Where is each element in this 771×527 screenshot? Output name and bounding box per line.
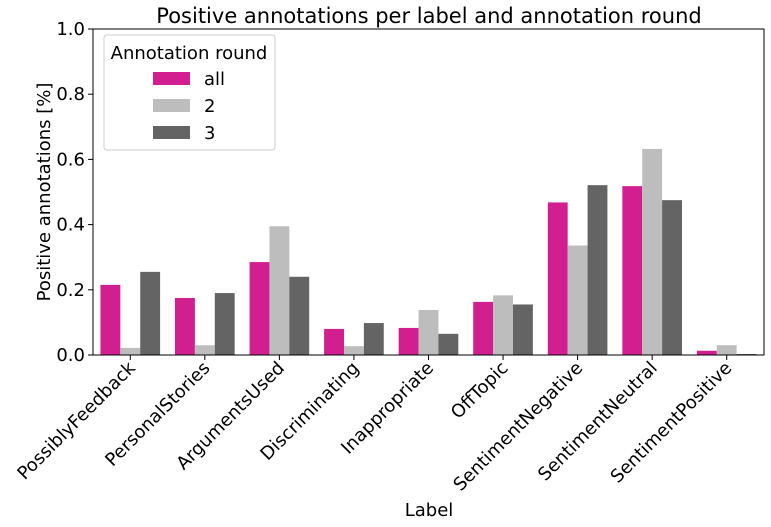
bar-Inappropriate-2 [418,310,439,355]
bar-PossiblyFeedback-all [100,284,121,355]
bar-OffTopic-3 [512,304,533,355]
legend-swatch-2 [153,99,190,112]
bar-Inappropriate-all [398,327,419,355]
legend-label-all: all [204,69,225,90]
y-tick-label: 0.4 [56,215,85,236]
legend-swatch-all [153,72,190,85]
chart-title: Positive annotations per label and annot… [156,4,701,28]
x-tick-label: OffTopic [447,358,513,424]
bar-PersonalStories-2 [194,345,215,355]
bar-SentimentNeutral-3 [662,200,682,355]
bar-SentimentNeutral-2 [642,148,663,355]
bar-SentimentPositive-2 [716,345,737,355]
y-axis-label: Positive annotations [%] [34,83,55,302]
x-tick-label: SentimentNegative [449,358,587,496]
bar-OffTopic-all [473,301,494,355]
legend-frame [103,34,276,151]
bar-SentimentNeutral-all [622,186,643,355]
x-tick-label: SentimentPositive [607,358,737,488]
bar-Inappropriate-3 [438,333,459,355]
bar-SentimentNegative-2 [567,245,588,355]
bar-SentimentNegative-all [547,202,568,355]
bar-ArgumentsUsed-2 [269,226,290,355]
y-axis: 0.0 0.2 0.4 0.6 0.8 1.0 [56,19,93,366]
bar-PersonalStories-3 [214,293,235,355]
bar-ArgumentsUsed-all [249,262,270,355]
y-tick-label: 1.0 [56,19,85,40]
legend-label-3: 3 [204,123,215,144]
y-tick-label: 0.6 [56,149,85,170]
legend-swatch-3 [153,126,190,139]
y-tick-label: 0.2 [56,280,85,301]
bar-PossiblyFeedback-3 [140,271,161,355]
bar-OffTopic-2 [493,295,513,355]
bar-PersonalStories-all [175,297,195,355]
y-tick-label: 0.8 [56,84,85,105]
bar-Discriminating-2 [344,346,364,355]
bar-SentimentNegative-3 [587,185,608,355]
bar-Discriminating-3 [363,323,384,355]
y-tick-label: 0.0 [56,345,85,366]
legend: Annotation round all 2 3 [103,34,276,151]
bar-Discriminating-all [324,328,345,355]
legend-title: Annotation round [111,43,268,64]
bars [100,148,757,355]
legend-label-2: 2 [204,96,215,117]
x-axis-label: Label [405,500,454,521]
bar-PossiblyFeedback-2 [120,347,141,355]
bar-SentimentPositive-all [696,350,717,355]
x-axis: PossiblyFeedbackPersonalStoriesArguments… [13,355,736,495]
bar-ArgumentsUsed-3 [289,276,310,355]
